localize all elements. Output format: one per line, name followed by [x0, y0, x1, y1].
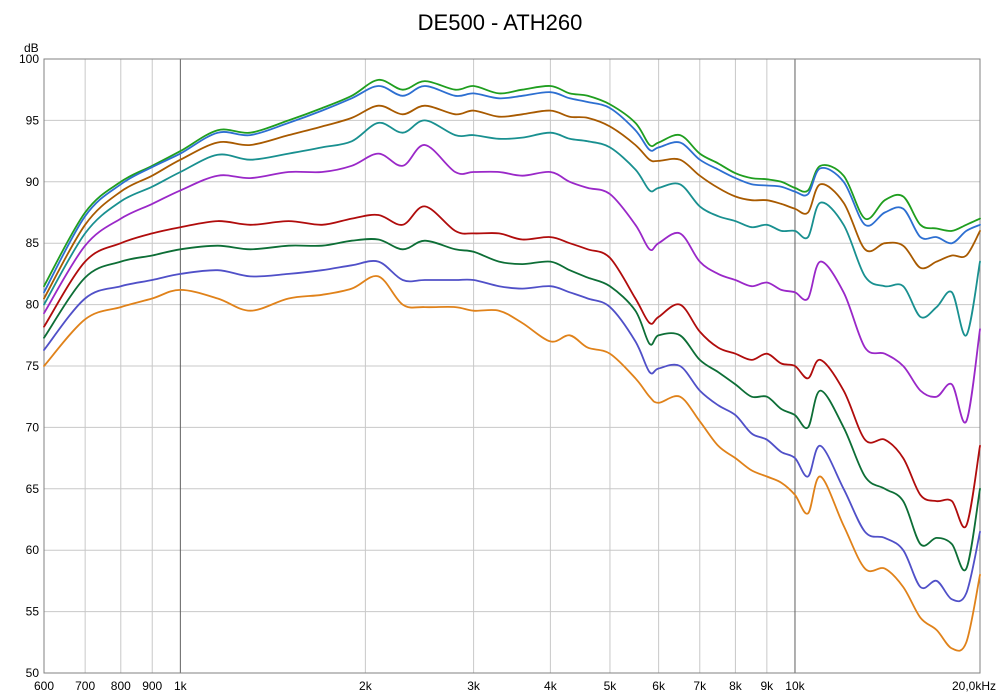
x-tick-label: 8k: [729, 679, 743, 693]
series-layer: [43, 78, 981, 652]
y-tick-label: 60: [26, 543, 40, 557]
series-line-4: [43, 119, 981, 337]
x-tick-label: 600: [34, 679, 54, 693]
series-line-8: [43, 260, 981, 603]
y-axis-unit-label: dB: [24, 41, 39, 55]
series-line-5: [43, 144, 981, 424]
x-tick-label: 5k: [604, 679, 618, 693]
y-tick-label: 85: [26, 236, 40, 250]
x-tick-label: 20,0kHz: [952, 679, 996, 693]
series-line-7: [43, 238, 981, 572]
y-tick-label: 90: [26, 175, 40, 189]
x-tick-label: 900: [142, 679, 162, 693]
x-tick-label: 800: [111, 679, 131, 693]
y-tick-label: 95: [26, 113, 40, 127]
x-axis-ticks: 600 700 800 900 1k 2k 3k 4k 5k 6k 7k 8k 9k 10k 20,0kHz: [34, 679, 996, 693]
y-tick-label: 65: [26, 482, 40, 496]
x-tick-label: 700: [75, 679, 95, 693]
series-line-1: [43, 78, 981, 288]
y-tick-label: 70: [26, 420, 40, 434]
y-axis-ticks: 100 95 90 85 80 75 70 65 60 55 50: [19, 52, 39, 680]
x-tick-label: 10k: [785, 679, 805, 693]
series-line-9: [43, 275, 981, 652]
y-tick-label: 100: [19, 52, 39, 66]
series-line-3: [43, 104, 981, 300]
y-tick-label: 75: [26, 359, 40, 373]
series-line-6: [43, 205, 981, 529]
x-tick-label: 7k: [693, 679, 707, 693]
x-tick-label: 6k: [652, 679, 666, 693]
y-tick-label: 55: [26, 605, 40, 619]
x-tick-label: 3k: [467, 679, 481, 693]
y-tick-label: 50: [26, 666, 40, 680]
x-tick-label: 9k: [761, 679, 775, 693]
chart-title: DE500 - ATH260: [418, 10, 583, 35]
series-line-2: [43, 85, 981, 294]
x-tick-label: 4k: [544, 679, 558, 693]
x-tick-label: 2k: [359, 679, 373, 693]
x-tick-label: 1k: [174, 679, 188, 693]
y-tick-label: 80: [26, 298, 40, 312]
